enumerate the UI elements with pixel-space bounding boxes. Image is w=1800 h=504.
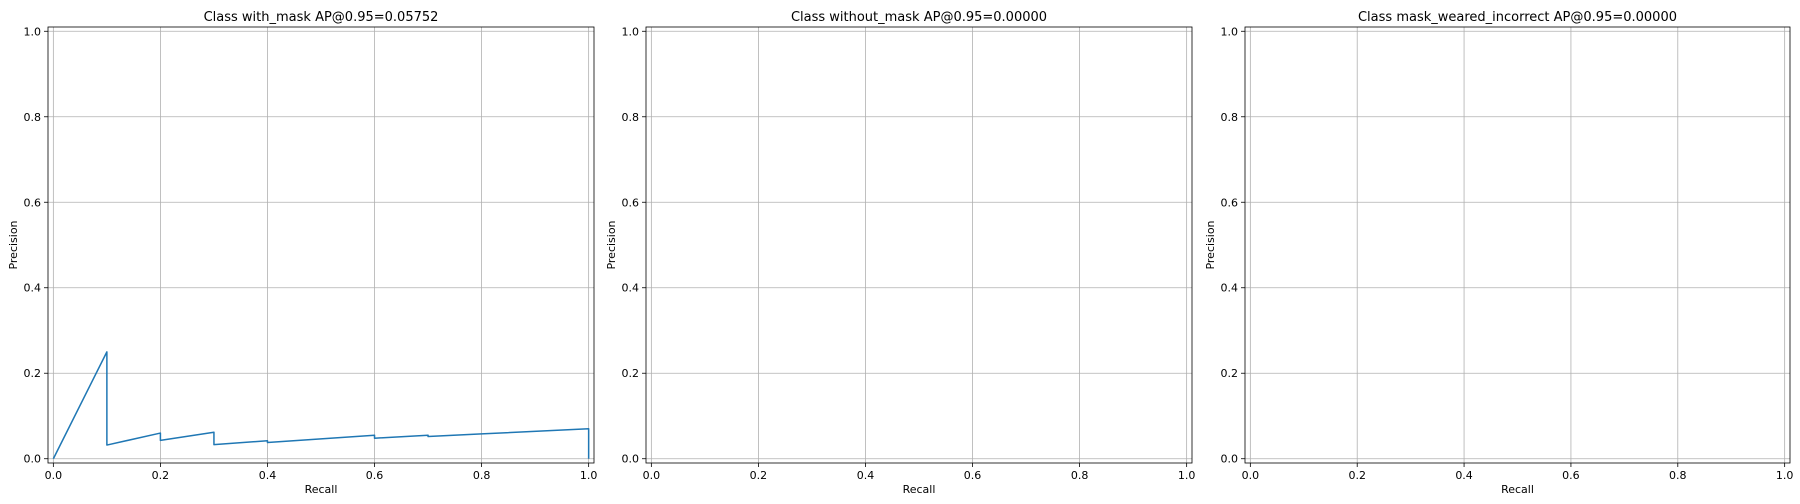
x-axis-label: Recall xyxy=(1501,483,1534,496)
y-tick-label: 0.4 xyxy=(622,282,640,295)
subplot-2: 0.0 0.2 0.4 0.6 0.8 1.0 0.0 0.2 0.4 0.6 0.8 1.0 Clas… xyxy=(605,10,1195,496)
y-tick-label: 0.4 xyxy=(1221,282,1239,295)
y-tick-label: 0.8 xyxy=(622,111,640,124)
x-tick-label: 1.0 xyxy=(580,469,598,482)
y-tick-label: 0.0 xyxy=(1221,453,1239,466)
axes-frame xyxy=(1244,26,1791,464)
y-tick-label: 0.6 xyxy=(622,196,640,209)
y-axis-label: Precision xyxy=(605,220,618,269)
x-tick-label: 0.0 xyxy=(643,469,661,482)
y-tick-label: 0.2 xyxy=(1221,367,1239,380)
x-tick-label: 0.8 xyxy=(1071,469,1089,482)
subplot-1: 0.0 0.2 0.4 0.6 0.8 1.0 0.0 0.2 0.4 0.6 0.8 1.0 Clas… xyxy=(7,10,597,496)
x-tick-label: 0.6 xyxy=(366,469,384,482)
x-tick-label: 1.0 xyxy=(1776,469,1794,482)
x-tick-label: 0.0 xyxy=(1242,469,1260,482)
subplot-3: 0.0 0.2 0.4 0.6 0.8 1.0 0.0 0.2 0.4 0.6 0.8 1.0 Clas… xyxy=(1204,10,1793,496)
y-tick-label: 0.2 xyxy=(24,367,42,380)
y-tick-label: 0.6 xyxy=(1221,196,1239,209)
y-tick-label: 0.6 xyxy=(24,196,42,209)
x-tick-label: 0.8 xyxy=(473,469,491,482)
subplot-title: Class mask_weared_incorrect AP@0.95=0.00… xyxy=(1358,10,1677,25)
x-tick-label: 1.0 xyxy=(1178,469,1196,482)
x-tick-label: 0.2 xyxy=(750,469,768,482)
y-tick-label: 0.8 xyxy=(1221,111,1239,124)
x-tick-label: 0.4 xyxy=(857,469,875,482)
y-tick-label: 1.0 xyxy=(1221,25,1239,38)
subplot-title: Class with_mask AP@0.95=0.05752 xyxy=(204,10,439,25)
x-tick-label: 0.4 xyxy=(259,469,277,482)
x-tick-label: 0.2 xyxy=(1348,469,1366,482)
y-tick-label: 0.0 xyxy=(622,453,640,466)
x-tick-label: 0.4 xyxy=(1455,469,1473,482)
y-axis-label: Precision xyxy=(1204,220,1217,269)
pr-curve-line xyxy=(52,351,590,460)
y-tick-label: 0.8 xyxy=(24,111,42,124)
y-axis-label: Precision xyxy=(7,220,20,269)
axes-frame xyxy=(47,26,595,464)
y-tick-label: 1.0 xyxy=(622,25,640,38)
x-tick-label: 0.2 xyxy=(152,469,170,482)
x-tick-label: 0.8 xyxy=(1669,469,1687,482)
x-axis-label: Recall xyxy=(903,483,936,496)
subplot-title: Class without_mask AP@0.95=0.00000 xyxy=(791,10,1047,25)
y-tick-label: 0.2 xyxy=(622,367,640,380)
x-tick-label: 0.0 xyxy=(45,469,63,482)
y-tick-label: 0.4 xyxy=(24,282,42,295)
x-axis-label: Recall xyxy=(305,483,338,496)
axes-frame xyxy=(645,26,1193,464)
y-tick-label: 0.0 xyxy=(24,453,42,466)
y-tick-label: 1.0 xyxy=(24,25,42,38)
x-tick-label: 0.6 xyxy=(964,469,982,482)
x-tick-label: 0.6 xyxy=(1562,469,1580,482)
